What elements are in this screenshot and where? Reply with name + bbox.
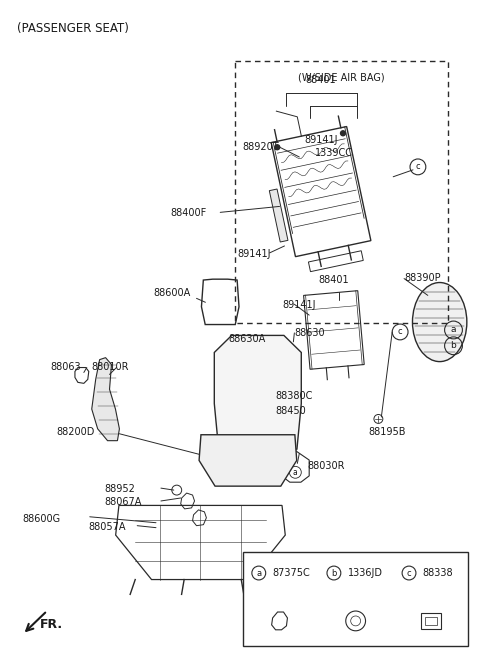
Text: 87375C: 87375C	[273, 568, 311, 578]
Circle shape	[340, 131, 346, 136]
Text: 88067A: 88067A	[105, 497, 142, 507]
Polygon shape	[92, 358, 120, 441]
Text: a: a	[451, 326, 456, 335]
Bar	[243, 552, 468, 646]
Text: 88920T: 88920T	[242, 142, 278, 152]
Text: 88600G: 88600G	[23, 514, 60, 524]
Bar	[425, 617, 437, 625]
Text: 88630A: 88630A	[228, 334, 265, 344]
Polygon shape	[214, 335, 301, 451]
Text: (PASSENGER SEAT): (PASSENGER SEAT)	[17, 22, 129, 35]
Text: (W/SIDE AIR BAG): (W/SIDE AIR BAG)	[298, 73, 384, 83]
Text: 89141J: 89141J	[237, 249, 271, 259]
Circle shape	[254, 428, 262, 436]
Text: 88380C: 88380C	[276, 391, 313, 402]
Text: b: b	[331, 569, 336, 578]
Text: 88057A: 88057A	[89, 522, 126, 532]
Text: 88630: 88630	[294, 328, 325, 338]
Text: a: a	[256, 569, 261, 578]
Text: a: a	[293, 468, 298, 477]
Text: b: b	[451, 341, 456, 350]
Text: 88400F: 88400F	[171, 208, 207, 218]
Text: 1339CC: 1339CC	[315, 148, 353, 158]
Text: 88450: 88450	[276, 406, 306, 416]
Text: 88195B: 88195B	[369, 427, 406, 437]
Circle shape	[275, 145, 280, 150]
Polygon shape	[199, 435, 297, 486]
Text: 1336JD: 1336JD	[348, 568, 383, 578]
Ellipse shape	[412, 282, 467, 362]
Text: 88063: 88063	[50, 362, 81, 371]
Text: 88030R: 88030R	[307, 461, 345, 472]
Text: c: c	[398, 328, 402, 337]
Bar	[421, 613, 441, 629]
Text: 88401: 88401	[319, 276, 349, 286]
Text: 88401: 88401	[306, 75, 336, 85]
Text: 88390P: 88390P	[404, 272, 441, 283]
Text: FR.: FR.	[40, 618, 63, 631]
Text: 89141J: 89141J	[283, 301, 316, 310]
Text: 88600A: 88600A	[153, 288, 190, 299]
Text: 88010R: 88010R	[92, 362, 129, 371]
Text: c: c	[416, 162, 420, 172]
Text: 88952: 88952	[105, 484, 135, 494]
Text: c: c	[407, 569, 411, 578]
Bar	[235, 61, 447, 323]
Polygon shape	[269, 189, 288, 242]
Text: 89141J: 89141J	[304, 135, 338, 145]
Text: 88338: 88338	[423, 568, 454, 578]
Text: 88200D: 88200D	[56, 427, 95, 437]
